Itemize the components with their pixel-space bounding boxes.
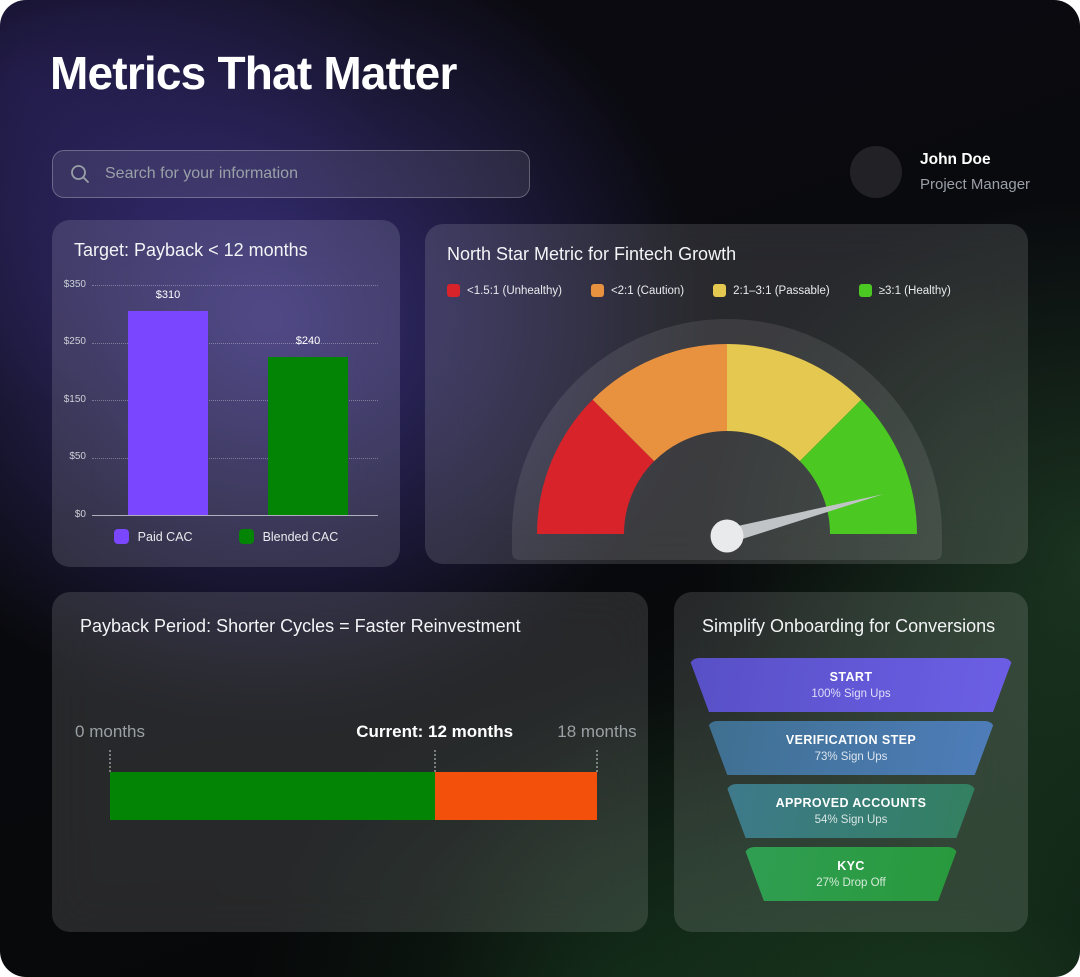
funnel-step-bg bbox=[707, 721, 994, 775]
card-gauge-title: North Star Metric for Fintech Growth bbox=[447, 244, 737, 264]
timeline-marker-label: 18 months bbox=[557, 722, 637, 741]
cac-bar-value: $310 bbox=[155, 289, 181, 302]
funnel-chart: START 100% Sign Ups VERIFICATION STEP 73… bbox=[689, 658, 1013, 910]
cac-bar: $310 bbox=[128, 289, 208, 515]
profile-role: Project Manager bbox=[920, 176, 1031, 193]
gauge-needle bbox=[724, 494, 883, 544]
funnel-step: APPROVED ACCOUNTS 54% Sign Ups bbox=[689, 784, 1013, 838]
card-cac-title: Target: Payback < 12 months bbox=[74, 240, 308, 260]
funnel-step-label: START bbox=[829, 670, 873, 684]
timeline-marker-label: 0 months bbox=[75, 722, 145, 741]
cac-legend-swatch bbox=[238, 529, 254, 544]
card-payback-title: Payback Period: Shorter Cycles = Faster … bbox=[80, 616, 521, 636]
gauge-needle-hub bbox=[710, 519, 743, 553]
gauge-segment bbox=[726, 344, 861, 462]
funnel-step: KYC 27% Drop Off bbox=[689, 847, 1013, 901]
gauge-legend-swatch bbox=[858, 284, 872, 297]
card-onboarding-funnel: Simplify Onboarding for Conversions STAR… bbox=[674, 592, 1028, 932]
profile-name: John Doe bbox=[920, 151, 991, 168]
cac-legend: Paid CAC Blended CAC bbox=[52, 529, 400, 544]
gauge-segment bbox=[536, 399, 654, 534]
funnel-step-sublabel: 73% Sign Ups bbox=[814, 751, 888, 763]
y-tick: $150 bbox=[63, 394, 86, 405]
legend-label: <1.5:1 (Unhealthy) bbox=[467, 284, 562, 297]
cac-legend-swatch bbox=[113, 529, 129, 544]
gauge-legend-swatch bbox=[447, 284, 460, 297]
gauge-segment bbox=[799, 399, 917, 534]
gauge-legend-swatch bbox=[713, 284, 727, 297]
cac-bar: $240 bbox=[268, 335, 348, 515]
avatar[interactable] bbox=[850, 146, 902, 198]
search-bar[interactable] bbox=[52, 150, 530, 198]
funnel-step-sublabel: 54% Sign Ups bbox=[814, 814, 888, 826]
legend-item: <1.5:1 (Unhealthy) bbox=[447, 284, 562, 297]
card-cac-bar-chart: Target: Payback < 12 months $350 $250 $1… bbox=[52, 220, 400, 567]
legend-label: Blended CAC bbox=[262, 529, 339, 544]
timeline-tick bbox=[596, 750, 598, 772]
gauge-legend: <1.5:1 (Unhealthy) <2:1 (Caution) 2:1–3:… bbox=[447, 284, 951, 297]
y-tick: $250 bbox=[63, 336, 86, 347]
timeline-tick bbox=[109, 750, 111, 772]
legend-label: <2:1 (Caution) bbox=[610, 284, 685, 297]
timeline-marker-label: Current: 12 months bbox=[356, 722, 514, 741]
funnel-step-label: KYC bbox=[837, 859, 865, 873]
legend-label: ≥3:1 (Healthy) bbox=[878, 284, 951, 297]
funnel-step-sublabel: 100% Sign Ups bbox=[811, 688, 891, 700]
timeline-segment bbox=[110, 772, 435, 820]
timeline-markers: 0 months Current: 12 months 18 months bbox=[75, 722, 637, 772]
y-tick: $0 bbox=[74, 509, 86, 520]
card-gauge: North Star Metric for Fintech Growth <1.… bbox=[425, 224, 1028, 564]
legend-label: Paid CAC bbox=[137, 529, 193, 544]
gauge-needle-group bbox=[724, 494, 883, 544]
card-payback-timeline: Payback Period: Shorter Cycles = Faster … bbox=[52, 592, 648, 932]
search-input[interactable] bbox=[105, 165, 513, 183]
profile[interactable]: John Doe Project Manager bbox=[850, 146, 1030, 198]
y-tick: $50 bbox=[69, 451, 86, 462]
page-title: Metrics That Matter bbox=[50, 47, 457, 99]
funnel-step-bg bbox=[726, 784, 977, 838]
legend-item: Blended CAC bbox=[238, 529, 339, 544]
cac-plot-area: $310 $240 bbox=[92, 285, 378, 516]
gauge-segment bbox=[592, 344, 727, 462]
y-tick: $350 bbox=[63, 279, 86, 290]
gauge-legend-swatch bbox=[590, 284, 604, 297]
legend-item: ≥3:1 (Healthy) bbox=[858, 284, 951, 297]
legend-label: 2:1–3:1 (Passable) bbox=[733, 284, 830, 297]
timeline-tick bbox=[433, 750, 436, 772]
card-funnel-title: Simplify Onboarding for Conversions bbox=[702, 616, 996, 636]
funnel-step-bg bbox=[744, 847, 958, 901]
funnel-step-bg bbox=[689, 658, 1013, 712]
funnel-step-label: VERIFICATION STEP bbox=[785, 733, 917, 747]
cac-bar-value: $240 bbox=[295, 335, 321, 348]
legend-item: <2:1 (Caution) bbox=[590, 284, 685, 297]
funnel-step: VERIFICATION STEP 73% Sign Ups bbox=[689, 721, 1013, 775]
timeline-bar bbox=[110, 772, 597, 820]
legend-item: 2:1–3:1 (Passable) bbox=[713, 284, 830, 297]
search-icon bbox=[69, 163, 91, 185]
funnel-step-sublabel: 27% Drop Off bbox=[816, 877, 886, 889]
timeline-segment bbox=[434, 772, 597, 820]
legend-item: Paid CAC bbox=[113, 529, 193, 544]
funnel-step: START 100% Sign Ups bbox=[689, 658, 1013, 712]
funnel-step-label: APPROVED ACCOUNTS bbox=[775, 796, 927, 810]
gauge-chart bbox=[511, 319, 942, 560]
